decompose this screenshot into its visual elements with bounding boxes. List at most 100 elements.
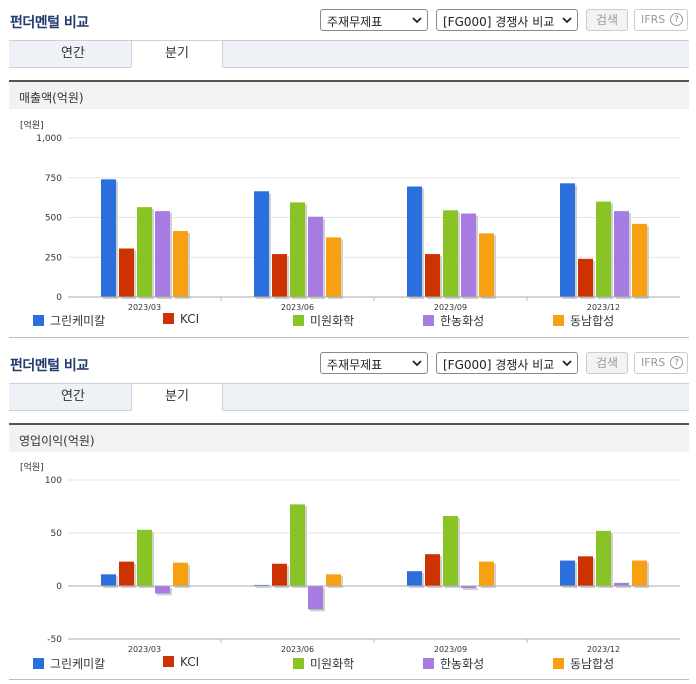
bar[interactable] xyxy=(173,231,188,297)
legend-item[interactable]: 동남합성 xyxy=(553,655,614,672)
chart-legend: 그린케미칼 KCI 미원화학 한농화성 동남합성 xyxy=(0,655,696,675)
search-button[interactable]: 검색 xyxy=(586,352,628,374)
bar[interactable] xyxy=(155,586,170,594)
tab-quarterly[interactable]: 분기 xyxy=(131,40,223,68)
chevron-down-icon xyxy=(562,360,572,367)
bar[interactable] xyxy=(632,560,647,586)
ifrs-help-button[interactable]: IFRS ? xyxy=(634,352,688,374)
bar[interactable] xyxy=(560,560,575,586)
legend-swatch xyxy=(293,658,304,669)
fundamental-panel-operating-profit: 펀더멘털 비교 주재무제표 [FG000] 경쟁사 비교 검색 IFRS ? 연… xyxy=(0,343,696,684)
legend-item[interactable]: KCI xyxy=(163,655,199,669)
legend-label: 동남합성 xyxy=(570,657,615,671)
bar[interactable] xyxy=(578,556,593,586)
bar[interactable] xyxy=(101,179,116,297)
legend-item[interactable]: 한농화성 xyxy=(423,312,484,329)
bar[interactable] xyxy=(560,183,575,297)
legend-swatch xyxy=(33,658,44,669)
bar[interactable] xyxy=(614,211,629,297)
bar[interactable] xyxy=(119,248,134,297)
bar[interactable] xyxy=(425,254,440,297)
period-tabs: 연간 분기 xyxy=(9,40,689,68)
section-title: 영업이익(억원) xyxy=(19,434,95,448)
bar[interactable] xyxy=(137,207,152,297)
bar[interactable] xyxy=(596,201,611,297)
bar[interactable] xyxy=(479,233,494,297)
bar[interactable] xyxy=(173,562,188,586)
report-type-value: 주재무제표 xyxy=(327,358,383,372)
compare-value: [FG000] 경쟁사 비교 xyxy=(443,358,555,372)
question-icon: ? xyxy=(670,13,683,26)
bar[interactable] xyxy=(614,582,629,586)
y-tick-label: -50 xyxy=(47,635,62,645)
tab-annual[interactable]: 연간 xyxy=(61,46,85,61)
report-type-value: 주재무제표 xyxy=(327,15,383,29)
bar[interactable] xyxy=(254,584,269,586)
panel-header: 펀더멘털 비교 주재무제표 [FG000] 경쟁사 비교 검색 IFRS ? xyxy=(0,0,696,36)
legend-item[interactable]: 그린케미칼 xyxy=(33,312,105,329)
legend-swatch xyxy=(163,313,174,324)
bar[interactable] xyxy=(155,211,170,297)
legend-item[interactable]: KCI xyxy=(163,312,199,326)
bar-shadow xyxy=(256,586,271,588)
chevron-down-icon xyxy=(562,17,572,24)
compare-select[interactable]: [FG000] 경쟁사 비교 xyxy=(436,352,578,374)
x-tick-label: 2023/06 xyxy=(281,645,314,654)
unit-label: [억원] xyxy=(20,461,44,473)
legend-label: 그린케미칼 xyxy=(50,657,106,671)
legend-item[interactable]: 미원화학 xyxy=(293,655,354,672)
compare-value: [FG000] 경쟁사 비교 xyxy=(443,15,555,29)
bar[interactable] xyxy=(326,237,341,297)
bar[interactable] xyxy=(308,216,323,297)
bar[interactable] xyxy=(137,529,152,586)
section-header: 매출액(억원) xyxy=(9,80,689,109)
bar[interactable] xyxy=(290,202,305,297)
x-tick-label: 2023/12 xyxy=(587,645,620,654)
panel-title: 펀더멘털 비교 xyxy=(10,15,89,31)
bar[interactable] xyxy=(407,186,422,297)
bar[interactable] xyxy=(632,223,647,297)
bar[interactable] xyxy=(443,210,458,297)
tab-quarterly[interactable]: 분기 xyxy=(131,383,223,411)
bar[interactable] xyxy=(308,586,323,610)
legend-item[interactable]: 동남합성 xyxy=(553,312,614,329)
bar[interactable] xyxy=(461,586,476,589)
legend-item[interactable]: 미원화학 xyxy=(293,312,354,329)
bar[interactable] xyxy=(254,191,269,297)
legend-item[interactable]: 그린케미칼 xyxy=(33,655,105,672)
report-type-select[interactable]: 주재무제표 xyxy=(320,9,428,31)
y-tick-label: 250 xyxy=(45,253,62,263)
bar[interactable] xyxy=(326,574,341,586)
bar[interactable] xyxy=(119,561,134,586)
bar[interactable] xyxy=(290,504,305,586)
legend-label: KCI xyxy=(180,312,200,326)
bar[interactable] xyxy=(578,258,593,297)
legend-swatch xyxy=(33,315,44,326)
legend-label: 동남합성 xyxy=(570,314,615,328)
legend-label: 미원화학 xyxy=(310,657,355,671)
divider xyxy=(9,679,689,680)
legend-item[interactable]: 한농화성 xyxy=(423,655,484,672)
bar[interactable] xyxy=(479,561,494,586)
legend-swatch xyxy=(163,656,174,667)
bar[interactable] xyxy=(425,554,440,586)
search-button[interactable]: 검색 xyxy=(586,9,628,31)
tab-annual[interactable]: 연간 xyxy=(61,389,85,404)
compare-select[interactable]: [FG000] 경쟁사 비교 xyxy=(436,9,578,31)
bar[interactable] xyxy=(596,530,611,586)
bar[interactable] xyxy=(272,254,287,297)
x-tick-label: 2023/06 xyxy=(281,303,314,312)
legend-swatch xyxy=(553,315,564,326)
bar[interactable] xyxy=(461,213,476,297)
ifrs-help-button[interactable]: IFRS ? xyxy=(634,9,688,31)
y-tick-label: 0 xyxy=(56,293,62,303)
report-type-select[interactable]: 주재무제표 xyxy=(320,352,428,374)
legend-label: 그린케미칼 xyxy=(50,314,106,328)
bar[interactable] xyxy=(101,574,116,586)
x-tick-label: 2023/09 xyxy=(434,645,467,654)
panel-header: 펀더멘털 비교 주재무제표 [FG000] 경쟁사 비교 검색 IFRS ? xyxy=(0,343,696,379)
chart-legend: 그린케미칼 KCI 미원화학 한농화성 동남합성 xyxy=(0,312,696,332)
bar[interactable] xyxy=(407,571,422,586)
bar[interactable] xyxy=(443,516,458,586)
bar[interactable] xyxy=(272,563,287,586)
